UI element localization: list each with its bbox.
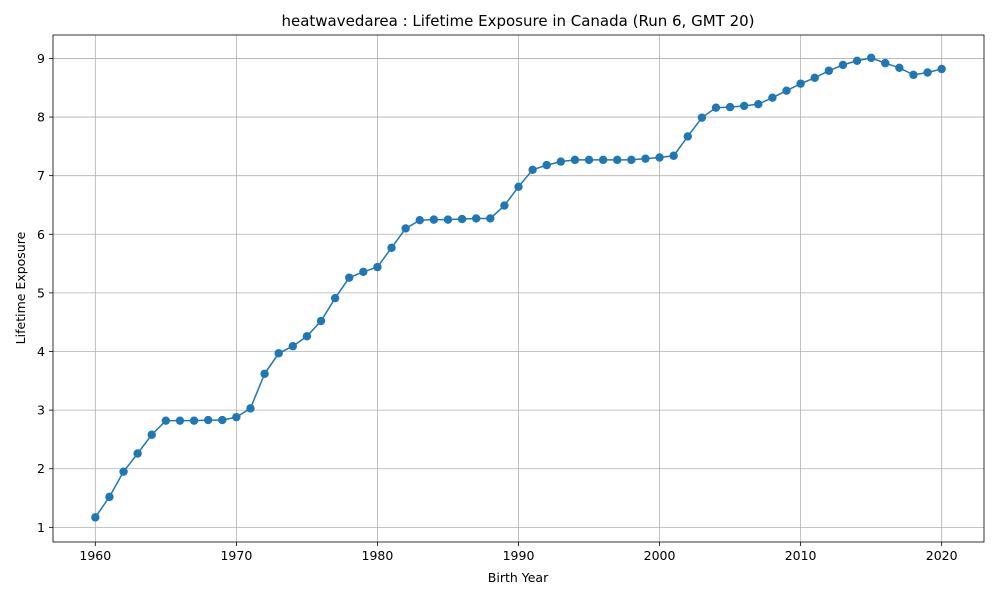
data-point <box>627 155 636 165</box>
data-point <box>824 66 834 75</box>
data-point <box>246 404 255 413</box>
data-point <box>302 332 312 341</box>
y-tick-label: 9 <box>37 51 45 66</box>
data-point <box>711 103 721 112</box>
y-tick-label: 1 <box>37 520 45 535</box>
data-point <box>288 342 298 351</box>
data-point <box>500 201 509 210</box>
grid <box>53 35 984 542</box>
data-point <box>345 273 354 282</box>
data-point <box>359 267 368 276</box>
data-point <box>810 73 819 82</box>
data-point <box>133 449 142 458</box>
data-point <box>91 513 100 522</box>
data-point <box>189 416 199 425</box>
data-point <box>330 293 340 303</box>
data-point <box>161 416 171 425</box>
plot-frame <box>52 34 985 543</box>
x-axis-title: Birth Year <box>488 570 549 585</box>
y-tick-label: 4 <box>37 344 45 359</box>
data-point <box>147 430 156 439</box>
data-point <box>232 412 241 422</box>
data-point <box>486 214 495 223</box>
data-point <box>754 99 763 109</box>
data-point <box>316 316 326 326</box>
data-point <box>768 93 777 102</box>
data-point <box>683 132 692 141</box>
y-tick-label: 7 <box>37 168 45 183</box>
y-axis-title: Lifetime Exposure <box>13 231 28 344</box>
data-point <box>598 155 608 165</box>
data-point <box>669 151 678 160</box>
chart-title: heatwavedarea : Lifetime Exposure in Can… <box>281 12 754 30</box>
data-point <box>909 70 918 80</box>
data-point <box>373 262 382 272</box>
data-point <box>584 155 594 165</box>
data-point <box>923 68 932 77</box>
x-tick-label: 1980 <box>362 548 394 563</box>
y-tick-label: 8 <box>37 110 45 125</box>
data-point <box>542 160 551 170</box>
data-point <box>387 243 396 252</box>
series-points <box>91 53 946 522</box>
data-point <box>895 63 904 73</box>
data-point <box>697 113 707 122</box>
data-point <box>655 153 664 162</box>
data-point <box>443 215 453 224</box>
data-point <box>105 492 114 502</box>
y-axis: 1 2 3 4 5 6 7 8 9 <box>37 51 53 535</box>
data-point <box>556 157 566 166</box>
data-point <box>613 155 622 165</box>
data-point <box>570 155 580 165</box>
data-point <box>415 216 424 225</box>
x-tick-label: 1990 <box>503 548 535 563</box>
data-point <box>796 79 805 88</box>
data-point <box>119 467 128 476</box>
data-point <box>725 102 735 112</box>
x-tick-label: 2000 <box>644 548 676 563</box>
data-point <box>528 165 537 175</box>
data-point <box>937 64 946 74</box>
data-point <box>429 215 439 224</box>
data-point <box>457 214 467 224</box>
x-tick-label: 1960 <box>79 548 111 563</box>
data-point <box>514 182 523 192</box>
data-point <box>641 154 650 163</box>
data-point <box>866 53 876 63</box>
data-point <box>739 101 749 111</box>
x-tick-label: 2020 <box>926 548 958 563</box>
y-tick-label: 6 <box>37 227 45 242</box>
y-tick-label: 5 <box>37 285 45 300</box>
data-point <box>260 369 269 378</box>
data-point <box>175 416 185 425</box>
data-point <box>401 224 410 233</box>
data-point <box>274 349 283 358</box>
data-point <box>852 56 862 65</box>
data-point <box>471 214 481 223</box>
data-point <box>881 58 890 68</box>
data-point <box>203 415 213 425</box>
data-point <box>782 86 791 95</box>
x-axis: 1960 1970 1980 1990 2000 2010 2020 <box>79 542 958 563</box>
y-tick-label: 3 <box>37 403 45 418</box>
data-point <box>218 415 227 425</box>
y-tick-label: 2 <box>37 461 45 476</box>
data-point <box>838 60 848 70</box>
x-tick-label: 2010 <box>785 548 817 563</box>
x-tick-label: 1970 <box>220 548 252 563</box>
